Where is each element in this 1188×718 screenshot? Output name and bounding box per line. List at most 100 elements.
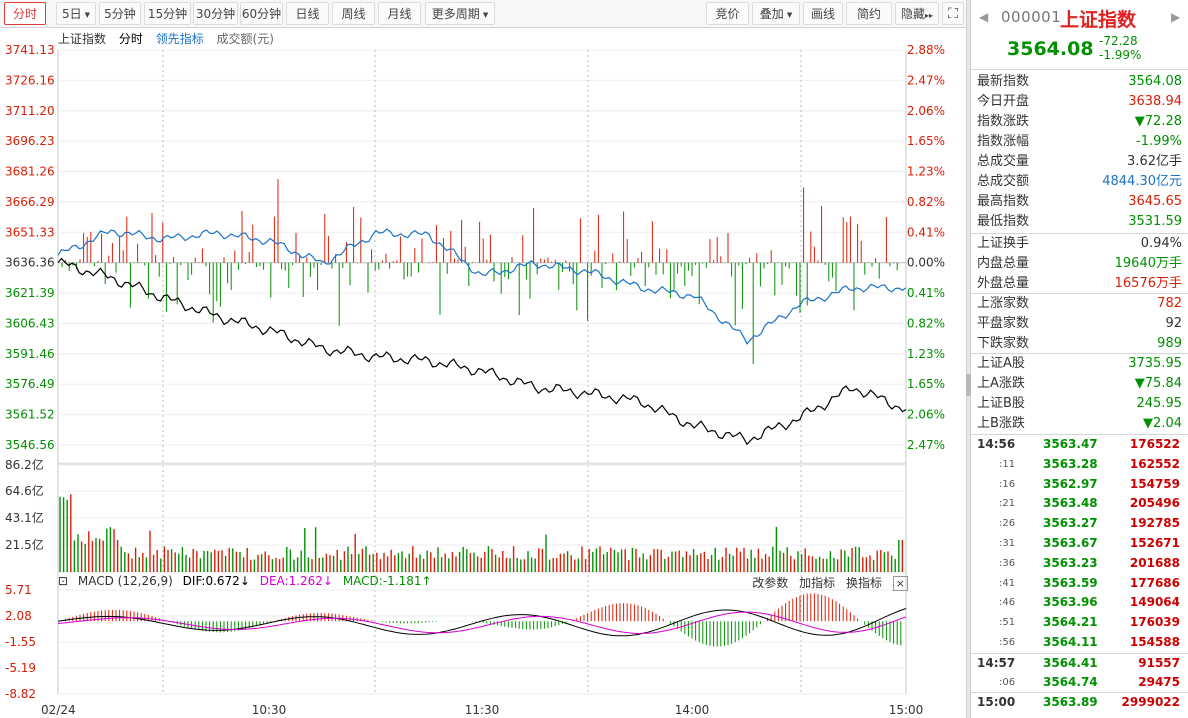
previous-arrow-icon[interactable]: ◀	[979, 10, 989, 24]
tab-weekly[interactable]: 周线	[332, 2, 375, 25]
tick-price: 3563.27	[1043, 516, 1098, 531]
stat-row: 外盘总量 16576万手	[971, 274, 1188, 294]
chevron-down-icon: ▼	[482, 11, 489, 19]
stat-value: 3.62亿手	[1127, 154, 1182, 169]
tick-time: :41	[999, 577, 1016, 589]
stat-label: 最新指数	[977, 74, 1030, 89]
macd-label: MACD (12,26,9)	[77, 574, 173, 588]
tick-time: :16	[999, 478, 1016, 490]
overlay-button[interactable]: 叠加 ▼	[752, 2, 800, 25]
stats-group-2: 上证换手 0.94% 内盘总量 19640万手 外盘总量 16576万手	[971, 233, 1188, 294]
tick-time: :46	[999, 597, 1016, 609]
tick-time: :26	[999, 518, 1016, 530]
stat-value: ▼75.84	[1134, 376, 1182, 391]
stat-label: 上A涨跌	[977, 376, 1025, 391]
tab-5min[interactable]: 5分钟	[99, 2, 141, 25]
tab-intraday[interactable]: 分时	[4, 2, 46, 25]
auction-button[interactable]: 竞价	[706, 2, 749, 25]
tick-price: 3564.21	[1043, 615, 1098, 630]
tab-more-periods[interactable]: 更多周期 ▼	[425, 2, 495, 25]
tab-15min[interactable]: 15分钟	[144, 2, 191, 25]
splitter[interactable]	[966, 0, 971, 718]
tick-price: 3563.48	[1043, 496, 1098, 511]
tick-volume: 91557	[1138, 655, 1180, 670]
tab-monthly[interactable]: 月线	[378, 2, 421, 25]
stat-row: 平盘家数 92	[971, 314, 1188, 334]
price-tick-label: 3561.52	[5, 408, 55, 422]
macd-legend: ⊡ MACD (12,26,9) DIF:0.672↓ DEA:1.262↓ M…	[58, 574, 908, 591]
macd-tick-label: -8.82	[5, 687, 36, 701]
tick-row: :21 3563.48 205496	[971, 494, 1188, 514]
pct-tick-label: 0.41%	[907, 225, 945, 239]
stat-row: 指数涨幅 -1.99%	[971, 132, 1188, 152]
stat-label: 总成交量	[977, 154, 1030, 169]
stat-value: ▼72.28	[1134, 114, 1182, 129]
stat-row: 上B涨跌 ▼2.04	[971, 414, 1188, 434]
legend-index: 上证指数	[58, 32, 107, 46]
macd-dif: DIF:0.672↓	[182, 574, 250, 588]
dea-line	[57, 611, 907, 635]
price-line	[57, 257, 907, 446]
stat-label: 平盘家数	[977, 316, 1030, 331]
tab-daily[interactable]: 日线	[286, 2, 329, 25]
stat-label: 内盘总量	[977, 256, 1030, 271]
splitter-handle-icon[interactable]	[966, 374, 971, 396]
button-label: 画线	[810, 7, 835, 21]
stat-row: 上A涨跌 ▼75.84	[971, 374, 1188, 394]
add-indicator-button[interactable]: 加指标	[799, 576, 836, 590]
macd-tick-label: -5.19	[5, 661, 36, 675]
stat-value: 3645.65	[1128, 194, 1182, 209]
tick-row: 15:00 3563.89 2999022	[971, 692, 1188, 712]
stat-label: 指数涨幅	[977, 134, 1030, 149]
change-params-button[interactable]: 改参数	[752, 576, 789, 590]
pct-tick-label: 1.65%	[907, 377, 945, 391]
chart-legend: 上证指数 分时 领先指标 成交额(元)	[58, 30, 283, 46]
pct-tick-label: 0.82%	[907, 316, 945, 330]
tick-row: :41 3563.59 177686	[971, 574, 1188, 594]
next-arrow-icon[interactable]: ▶	[1171, 10, 1181, 24]
intraday-chart[interactable]: 3741.13 2.88% 3726.16 2.47% 3711.20 2.06% 3696…	[0, 28, 966, 718]
tab-label: 周线	[341, 7, 366, 21]
tick-volume: 152671	[1129, 535, 1180, 550]
tick-list[interactable]: 14:56 3563.47 176522:11 3563.28 162552:16 356…	[971, 434, 1188, 712]
tick-time: :06	[999, 676, 1016, 688]
swap-indicator-button[interactable]: 换指标	[845, 576, 882, 590]
volume-tick-label: 21.5亿	[5, 537, 44, 552]
tab-60min[interactable]: 60分钟	[240, 2, 283, 25]
stat-label: 最高指数	[977, 194, 1030, 209]
simple-mode-button[interactable]: 简约	[846, 2, 892, 25]
tab-label: 月线	[387, 7, 412, 21]
macd-settings-icon[interactable]: ⊡	[58, 574, 69, 588]
price-tick-label: 3591.46	[5, 347, 55, 361]
stat-value: 92	[1165, 316, 1182, 331]
last-price: 3564.08	[1007, 38, 1094, 60]
tick-time: :36	[999, 557, 1016, 569]
tab-30min[interactable]: 30分钟	[193, 2, 238, 25]
tick-row: :11 3563.28 162552	[971, 455, 1188, 475]
close-icon[interactable]: ×	[892, 576, 908, 591]
macd-actions: 改参数 加指标 换指标 ×	[745, 574, 908, 591]
tick-row: :31 3563.67 152671	[971, 534, 1188, 554]
change-value: -72.28	[1099, 34, 1138, 48]
double-chevron-icon: ▸▸	[924, 11, 934, 20]
tab-label: 15分钟	[147, 7, 188, 21]
stat-value: 3735.95	[1128, 356, 1182, 371]
tick-price: 3563.59	[1043, 575, 1098, 590]
price-tick-label: 3726.16	[5, 73, 55, 87]
tick-price: 3563.28	[1043, 456, 1098, 471]
period-toolbar: 分时 5日 ▼ 5分钟 15分钟 30分钟 60分钟 日线 周线 月线 更多周期 ▼…	[0, 0, 966, 28]
tab-5day[interactable]: 5日 ▼	[56, 2, 96, 25]
fullscreen-button[interactable]: ⛶	[942, 2, 964, 25]
tick-volume: 162552	[1129, 456, 1180, 471]
tick-volume: 192785	[1129, 516, 1180, 531]
hide-button[interactable]: 隐藏▸▸	[895, 2, 939, 25]
chevron-down-icon: ▼	[786, 11, 793, 19]
tab-label: 5分钟	[104, 7, 136, 21]
draw-line-button[interactable]: 画线	[803, 2, 843, 25]
quote-sidebar: ◀ 000001 上证指数 ▶ 3564.08 -72.28 -1.99% 最新…	[971, 0, 1188, 718]
stat-value: 3638.94	[1128, 94, 1182, 109]
tick-row: 14:56 3563.47 176522	[971, 435, 1188, 455]
button-label: 简约	[856, 7, 881, 21]
tab-label: 更多周期	[431, 7, 480, 21]
stat-value: 16576万手	[1114, 276, 1182, 291]
